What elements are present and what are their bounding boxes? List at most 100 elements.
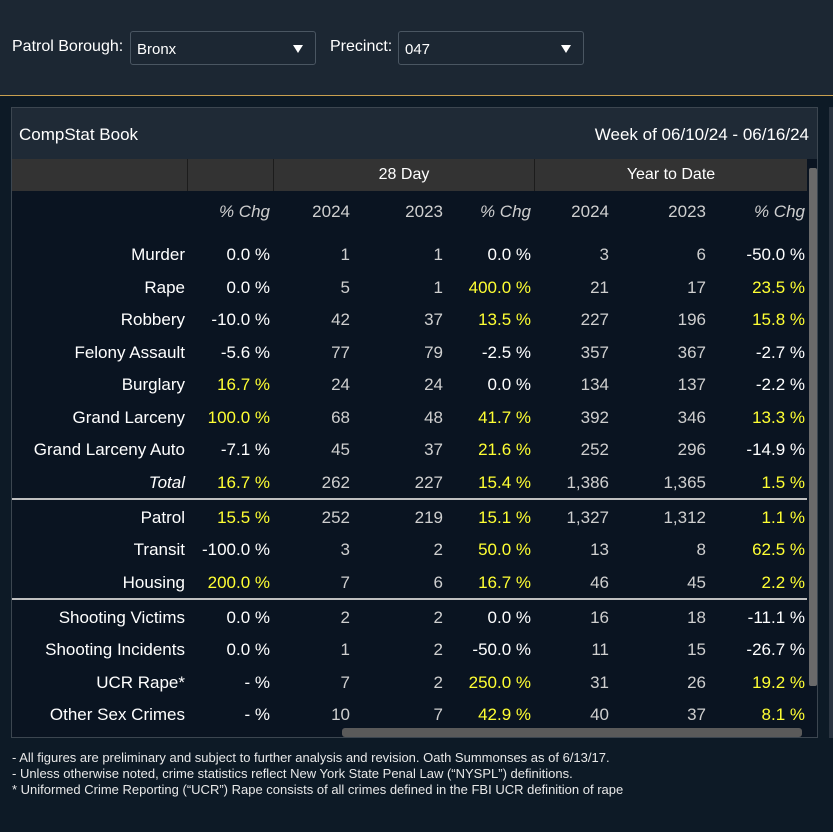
cell: 219 <box>414 508 443 527</box>
cell: 252 <box>580 440 609 459</box>
cell: 262 <box>321 473 350 492</box>
horizontal-scroll-thumb[interactable] <box>342 728 802 737</box>
cell: 24 <box>424 375 443 394</box>
cell: 50.0 % <box>478 540 531 559</box>
cell: 37 <box>687 705 706 724</box>
table-row: Murder 0.0 % 1 1 0.0 % 3 6 -50.0 % <box>12 245 807 271</box>
divider <box>534 159 535 191</box>
cell: 16.7 % <box>217 473 270 492</box>
cell: -5.6 % <box>220 343 270 362</box>
col-header: % Chg <box>753 202 805 221</box>
footnote: * Uniformed Crime Reporting (“UCR”) Rape… <box>12 782 624 797</box>
cell: 137 <box>677 375 706 394</box>
borough-select[interactable]: Bronx <box>130 31 316 65</box>
row-label: Shooting Victims <box>58 608 185 627</box>
cell: 8.1 % <box>761 705 805 724</box>
cell: 1 <box>340 245 350 264</box>
cell: 21 <box>590 278 609 297</box>
cell: 7 <box>340 673 350 692</box>
cell: 1.5 % <box>761 473 805 492</box>
cell: 16.7 % <box>478 573 531 592</box>
precinct-select[interactable]: 047 <box>398 31 584 65</box>
row-label: Grand Larceny Auto <box>33 440 185 459</box>
cell: 15 <box>687 640 706 659</box>
cell: 100.0 % <box>207 408 270 427</box>
cell: 79 <box>424 343 443 362</box>
cell: 0.0 % <box>487 245 531 264</box>
cell: 0.0 % <box>226 278 270 297</box>
table-row: Transit -100.0 % 3 2 50.0 % 13 8 62.5 % <box>12 540 807 566</box>
cell: 1,327 <box>566 508 609 527</box>
cell: 13.5 % <box>478 310 531 329</box>
cell: 62.5 % <box>752 540 805 559</box>
cell: 10 <box>331 705 350 724</box>
cell: 26 <box>687 673 706 692</box>
cell: - % <box>244 705 271 724</box>
cell: 346 <box>677 408 706 427</box>
adjacent-panel-edge <box>829 107 833 738</box>
cell: -7.1 % <box>220 440 270 459</box>
table-row: Shooting Victims 0.0 % 2 2 0.0 % 16 18 -… <box>12 608 807 634</box>
vertical-scroll-thumb[interactable] <box>809 168 817 686</box>
cell: -2.2 % <box>755 375 805 394</box>
cell: 0.0 % <box>487 608 531 627</box>
cell: 296 <box>677 440 706 459</box>
row-label: Housing <box>122 573 185 592</box>
chevron-down-icon <box>293 45 303 53</box>
cell: 0.0 % <box>226 245 270 264</box>
cell: 1,312 <box>663 508 706 527</box>
cell: 6 <box>696 245 706 264</box>
cell: 392 <box>580 408 609 427</box>
cell: 227 <box>414 473 443 492</box>
cell: 1.1 % <box>761 508 805 527</box>
footnote: - Unless otherwise noted, crime statisti… <box>12 766 573 781</box>
cell: 46 <box>590 573 609 592</box>
cell: 48 <box>424 408 443 427</box>
cell: 3 <box>599 245 609 264</box>
col-header: 2024 <box>312 202 350 221</box>
cell: 367 <box>677 343 706 362</box>
table-row: Grand Larceny 100.0 % 68 48 41.7 % 392 3… <box>12 408 807 434</box>
divider <box>273 159 274 191</box>
cell: 134 <box>580 375 609 394</box>
col-header: 2023 <box>668 202 706 221</box>
precinct-value: 047 <box>405 41 431 58</box>
cell: 21.6 % <box>478 440 531 459</box>
borough-value: Bronx <box>137 41 177 58</box>
cell: 15.1 % <box>478 508 531 527</box>
row-label: Burglary <box>121 375 185 394</box>
cell: 2 <box>340 608 350 627</box>
week-range: Week of 06/10/24 - 06/16/24 <box>594 125 809 144</box>
cell: -26.7 % <box>746 640 805 659</box>
cell: 200.0 % <box>207 573 270 592</box>
cell: 68 <box>331 408 350 427</box>
cell: 11 <box>591 640 609 659</box>
cell: -11.1 % <box>747 608 805 627</box>
cell: 17 <box>687 278 706 297</box>
chevron-down-icon <box>561 45 571 53</box>
cell: 13.3 % <box>752 408 805 427</box>
compstat-panel: CompStat Book Week of 06/10/24 - 06/16/2… <box>11 107 818 738</box>
cell: 357 <box>580 343 609 362</box>
table-row: Robbery -10.0 % 42 37 13.5 % 227 196 15.… <box>12 310 807 336</box>
table-row: Shooting Incidents 0.0 % 1 2 -50.0 % 11 … <box>12 640 807 666</box>
precinct-label: Precinct: <box>330 38 393 55</box>
cell: 77 <box>331 343 350 362</box>
cell: 24 <box>331 375 350 394</box>
row-label: Robbery <box>120 310 185 329</box>
table-row: Burglary 16.7 % 24 24 0.0 % 134 137 -2.2… <box>12 375 807 401</box>
section-divider <box>12 498 807 500</box>
group-28-day: 28 Day <box>378 166 430 183</box>
row-label: Felony Assault <box>74 343 185 362</box>
row-label: Other Sex Crimes <box>49 705 185 724</box>
cell: 252 <box>321 508 350 527</box>
table-row: Patrol 15.5 % 252 219 15.1 % 1,327 1,312… <box>12 508 807 534</box>
cell: 2 <box>433 673 443 692</box>
cell: 42.9 % <box>478 705 531 724</box>
row-label: Transit <box>133 540 185 559</box>
cell: -50.0 % <box>472 640 531 659</box>
cell: 45 <box>687 573 706 592</box>
cell: 2 <box>433 608 443 627</box>
row-label: Murder <box>131 245 185 264</box>
cell: 8 <box>696 540 706 559</box>
